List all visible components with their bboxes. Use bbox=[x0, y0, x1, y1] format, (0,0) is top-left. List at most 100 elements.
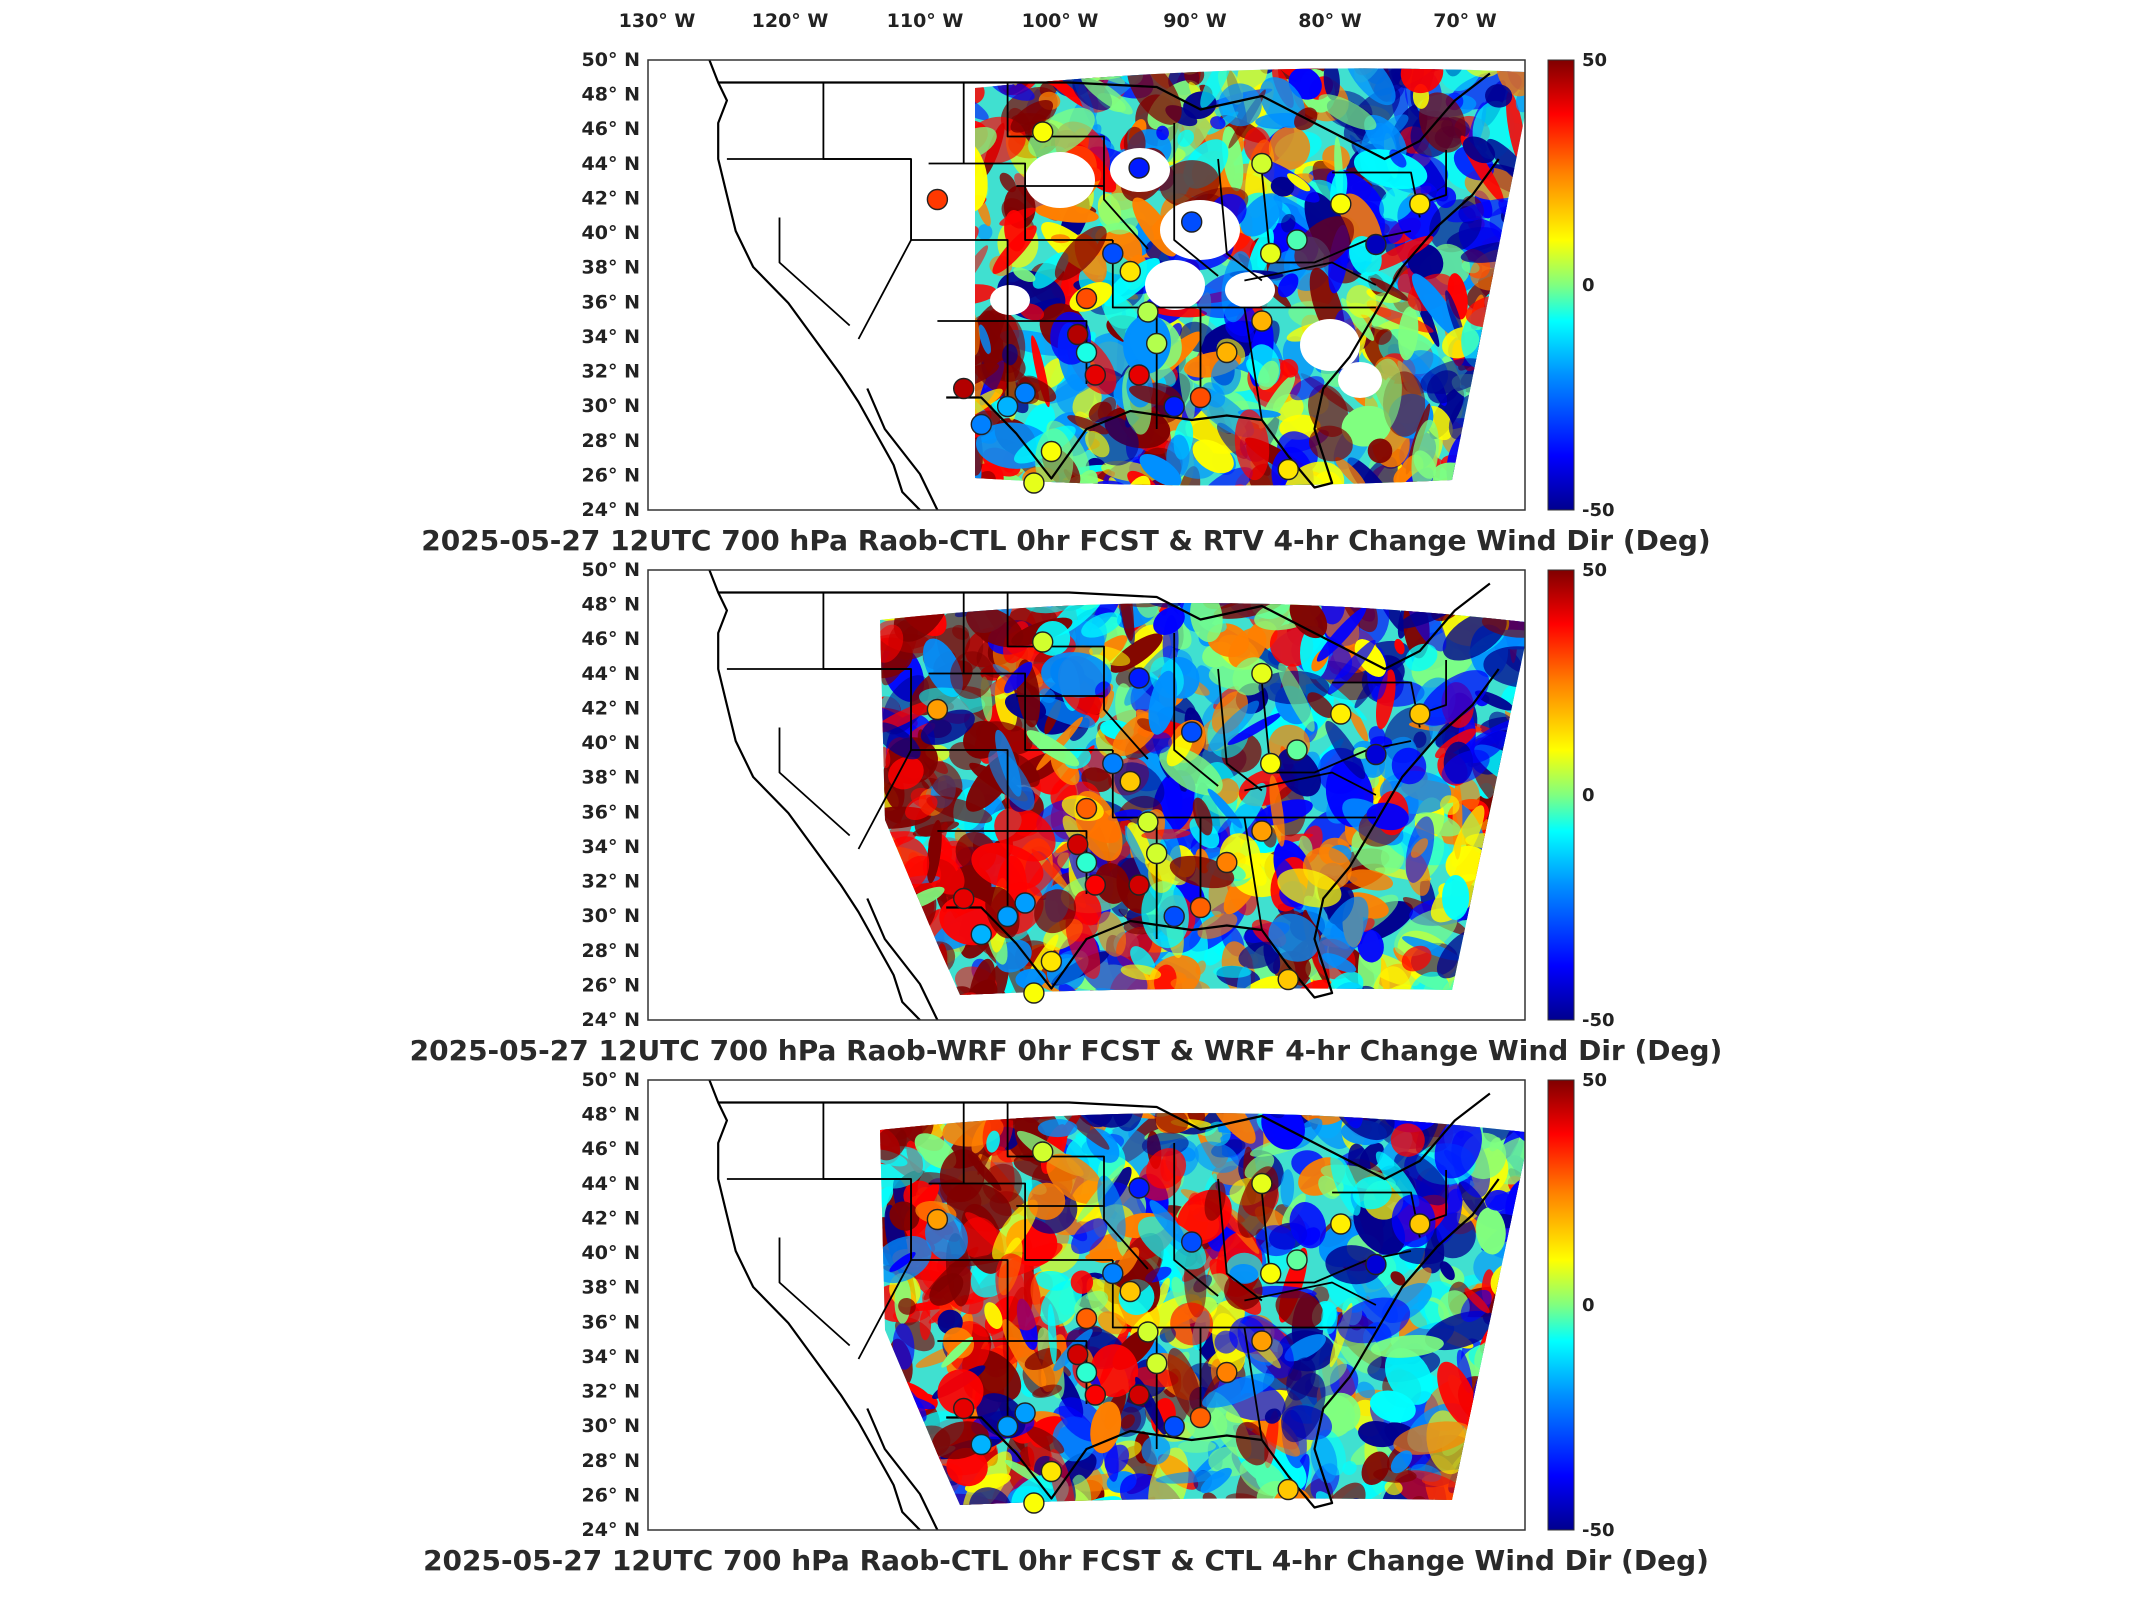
raob-station-marker bbox=[1145, 842, 1168, 865]
colorbar-mid-label: 0 bbox=[1582, 275, 1595, 296]
raob-station-marker bbox=[1251, 1172, 1273, 1195]
state-boundary bbox=[1243, 307, 1263, 421]
longitude-label: 70° W bbox=[1433, 10, 1497, 32]
latitude-labels: 50° N 48° N 46° N 44° N 42° N 40° N 38° N 36° N… bbox=[582, 1069, 640, 1541]
state-boundary bbox=[1173, 633, 1219, 787]
raob-station-marker bbox=[1277, 968, 1299, 991]
map-frame bbox=[647, 59, 1526, 511]
colorbar: 50 0 -50 bbox=[1547, 560, 1615, 1031]
raob-station-marker bbox=[1330, 703, 1352, 725]
northern-border bbox=[718, 582, 1491, 671]
raob-station-marker bbox=[1023, 982, 1045, 1004]
colorbar-max-label: 50 bbox=[1582, 50, 1607, 71]
latitude-label: 48° N bbox=[582, 594, 640, 616]
latitude-label: 50° N bbox=[582, 49, 640, 71]
raob-station-marker bbox=[1189, 1406, 1212, 1429]
latitude-label: 38° N bbox=[582, 1277, 640, 1299]
latitude-label: 40° N bbox=[582, 732, 640, 754]
raob-stations bbox=[926, 631, 1431, 1004]
raob-station-marker bbox=[1259, 242, 1282, 265]
raob-station-marker bbox=[1040, 440, 1063, 463]
raob-station-marker bbox=[1163, 905, 1185, 928]
state-boundary bbox=[1243, 817, 1263, 931]
state-boundary bbox=[1244, 261, 1377, 286]
latitude-label: 46° N bbox=[582, 1138, 640, 1160]
latitude-label: 24° N bbox=[582, 1009, 640, 1031]
raob-station-marker bbox=[926, 188, 949, 211]
latitude-label: 32° N bbox=[582, 871, 640, 893]
raob-station-marker bbox=[1180, 721, 1203, 743]
latitude-label: 28° N bbox=[582, 1450, 640, 1472]
raob-station-marker bbox=[1014, 1402, 1036, 1424]
gulf-atlantic-coastline bbox=[946, 158, 1500, 489]
raob-station-marker bbox=[1128, 874, 1150, 896]
state-boundary bbox=[1006, 82, 1149, 250]
state-boundary bbox=[1006, 592, 1149, 760]
raob-station-marker bbox=[953, 887, 975, 910]
longitude-label: 100° W bbox=[1022, 10, 1099, 32]
raob-station-marker bbox=[1066, 1343, 1089, 1366]
raob-station-marker bbox=[1075, 851, 1098, 874]
baja-coastline bbox=[866, 1408, 939, 1531]
raob-station-marker bbox=[926, 1208, 949, 1231]
latitude-label: 48° N bbox=[582, 1104, 640, 1126]
latitude-label: 32° N bbox=[582, 361, 640, 383]
raob-station-marker bbox=[1180, 1231, 1203, 1253]
raob-station-marker bbox=[1023, 472, 1045, 494]
raob-station-marker bbox=[1128, 1177, 1150, 1199]
raob-station-marker bbox=[970, 923, 992, 946]
raob-station-marker bbox=[1102, 752, 1124, 775]
colorbar: 50 0 -50 bbox=[1547, 50, 1615, 521]
west-coastline bbox=[708, 569, 921, 1021]
raob-station-marker bbox=[1189, 386, 1212, 409]
raob-station-marker bbox=[1075, 1307, 1098, 1330]
raob-station-marker bbox=[1075, 797, 1098, 820]
longitude-label: 130° W bbox=[619, 10, 696, 32]
latitude-label: 40° N bbox=[582, 222, 640, 244]
latitude-label: 30° N bbox=[582, 905, 640, 927]
raob-station-marker bbox=[1409, 703, 1431, 725]
raob-station-marker bbox=[1180, 211, 1203, 233]
raob-station-marker bbox=[970, 1433, 992, 1456]
gulf-atlantic-coastline bbox=[946, 668, 1500, 999]
raob-station-marker bbox=[1286, 229, 1308, 251]
raob-station-marker bbox=[1128, 157, 1150, 179]
latitude-label: 38° N bbox=[582, 257, 640, 279]
latitude-label: 42° N bbox=[582, 188, 640, 210]
latitude-label: 36° N bbox=[582, 1311, 640, 1333]
raob-station-marker bbox=[1163, 395, 1185, 418]
raob-station-marker bbox=[1330, 193, 1352, 215]
state-boundary bbox=[1244, 771, 1377, 796]
map-frame bbox=[647, 569, 1526, 1021]
map-panel-wrf: 50° N 48° N 46° N 44° N 42° N 40° N 38° N 36° N… bbox=[582, 559, 1615, 1031]
latitude-label: 42° N bbox=[582, 698, 640, 720]
missing-data-patch bbox=[990, 285, 1030, 315]
state-boundary bbox=[1217, 1178, 1263, 1302]
longitude-label: 80° W bbox=[1298, 10, 1362, 32]
raob-station-marker bbox=[1251, 310, 1273, 332]
raob-station-marker bbox=[1119, 260, 1142, 283]
map-boundaries bbox=[708, 569, 1500, 1021]
northern-border bbox=[718, 1092, 1491, 1181]
latitude-label: 26° N bbox=[582, 464, 640, 486]
map-boundaries bbox=[708, 1079, 1500, 1531]
state-boundary bbox=[1006, 1102, 1149, 1270]
raob-station-marker bbox=[1031, 631, 1054, 653]
state-boundary bbox=[911, 1259, 1009, 1341]
colorbar-min-label: -50 bbox=[1582, 500, 1615, 521]
latitude-label: 24° N bbox=[582, 1519, 640, 1541]
longitude-label: 90° W bbox=[1163, 10, 1227, 32]
map-panel-rtv: 50° N 48° N 46° N 44° N 42° N 40° N 38° N 36° N… bbox=[582, 49, 1615, 521]
colorbar-ramp bbox=[1547, 59, 1575, 511]
raob-station-marker bbox=[953, 377, 975, 400]
state-boundary bbox=[778, 1237, 851, 1347]
raob-station-marker bbox=[1119, 1280, 1142, 1303]
panel-title-3: 2025-05-27 12UTC 700 hPa Raob-CTL 0hr FC… bbox=[423, 1544, 1709, 1577]
raob-station-marker bbox=[1031, 1141, 1054, 1163]
raob-station-marker bbox=[1031, 121, 1054, 143]
raob-station-marker bbox=[1137, 1321, 1159, 1343]
map-boundaries bbox=[708, 59, 1500, 511]
raob-station-marker bbox=[1040, 1460, 1063, 1483]
latitude-label: 50° N bbox=[582, 1069, 640, 1091]
state-boundary bbox=[1173, 1143, 1219, 1297]
